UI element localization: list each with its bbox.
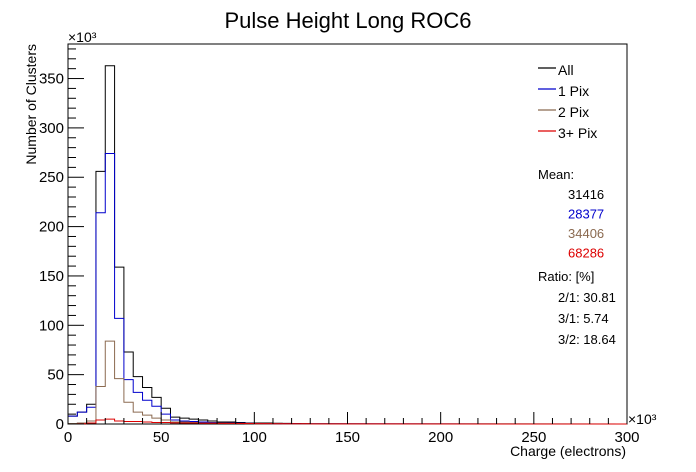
y-tick-label: 350 <box>39 71 64 88</box>
axis-layer: 0 50 100 150 200 250 300 0 50 100 150 200 250 300 350 <box>39 48 640 446</box>
y-tick-label: 100 <box>39 317 64 334</box>
series-2-histogram <box>67 340 627 425</box>
legend-entry: 1 Pix <box>558 83 589 99</box>
legend-entry: 3+ Pix <box>558 125 597 141</box>
y-tick-label: 200 <box>39 219 64 236</box>
ratio-value: 3/1: 5.74 <box>558 311 609 326</box>
y-axis-label: Number of Clusters <box>23 44 39 165</box>
mean-value: 34406 <box>568 226 604 241</box>
mean-label: Mean: <box>538 167 574 182</box>
plot-frame <box>67 43 628 425</box>
x-tick-label: 300 <box>614 429 639 446</box>
series-1-histogram <box>67 153 628 425</box>
ratio-label: Ratio: [%] <box>538 269 594 284</box>
x-tick-label: 250 <box>521 429 546 446</box>
y-tick-label: 0 <box>56 416 64 433</box>
y-tick-label: 250 <box>39 169 64 186</box>
legend-entry: All <box>558 62 574 78</box>
x-tick-label: 50 <box>153 429 170 446</box>
y-tick-label: 50 <box>47 367 64 384</box>
x-tick-label: 200 <box>428 429 453 446</box>
stats-box: Mean: Ratio: [%] 31416 28377 34406 68286 2/1… <box>538 167 616 347</box>
legend: All 1 Pix 2 Pix 3+ Pix <box>538 62 597 141</box>
ratio-value: 3/2: 18.64 <box>558 332 616 347</box>
series-layer <box>67 65 628 425</box>
mean-value: 68286 <box>568 246 604 261</box>
ratio-value: 2/1: 30.81 <box>558 290 616 305</box>
y-multiplier-label: ×10³ <box>68 29 97 45</box>
x-axis-label: Charge (electrons) <box>510 443 626 459</box>
mean-value: 28377 <box>568 207 604 222</box>
x-multiplier-label: ×10³ <box>628 411 657 427</box>
legend-entry: 2 Pix <box>558 104 589 120</box>
mean-value: 31416 <box>568 187 604 202</box>
x-tick-label: 0 <box>64 429 72 446</box>
y-tick-label: 300 <box>39 120 64 137</box>
x-tick-label: 150 <box>335 429 360 446</box>
x-tick-label: 100 <box>242 429 267 446</box>
chart-title: Pulse Height Long ROC6 <box>224 8 471 33</box>
series-0-histogram <box>67 65 628 425</box>
y-tick-label: 150 <box>39 268 64 285</box>
